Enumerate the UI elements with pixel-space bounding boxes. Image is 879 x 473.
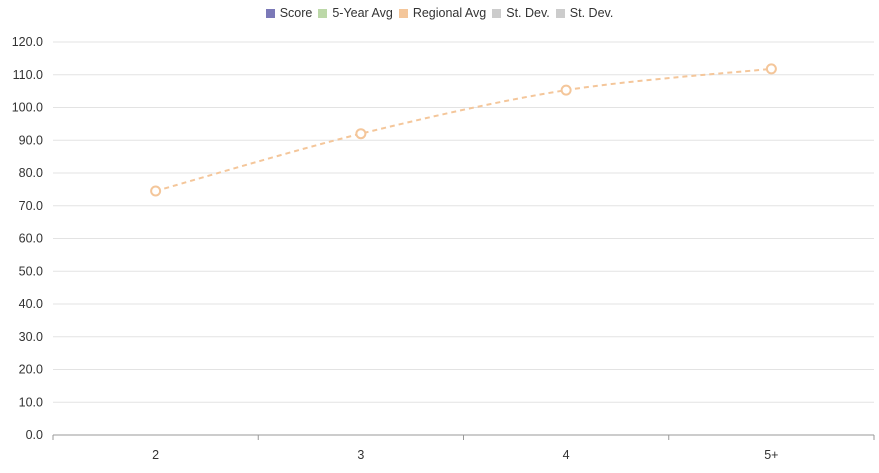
y-tick-label: 120.0: [12, 35, 43, 49]
legend: Score 5-Year Avg Regional Avg St. Dev. St. D…: [0, 6, 879, 20]
y-tick-label: 20.0: [19, 363, 43, 377]
legend-item[interactable]: 5-Year Avg: [318, 6, 393, 20]
legend-label: Regional Avg: [412, 6, 487, 20]
y-tick-label: 60.0: [19, 232, 43, 246]
legend-label: St. Dev.: [569, 6, 614, 20]
legend-swatch: [265, 8, 275, 18]
x-tick-label: 4: [563, 448, 570, 462]
y-tick-label: 80.0: [19, 166, 43, 180]
y-tick-label: 110.0: [13, 68, 43, 82]
data-point: [560, 84, 572, 96]
legend-swatch: [492, 8, 502, 18]
series-line: [155, 67, 772, 192]
x-tick-label: 2: [152, 448, 159, 462]
legend-item[interactable]: St. Dev.: [555, 6, 614, 20]
y-tick-label: 100.0: [12, 101, 43, 115]
data-point: [765, 63, 777, 75]
legend-item[interactable]: Score: [265, 6, 313, 20]
x-tick-label: 5+: [764, 448, 778, 462]
legend-swatch: [318, 8, 328, 18]
y-tick-label: 0.0: [26, 428, 43, 442]
y-tick-label: 90.0: [19, 133, 43, 147]
legend-item[interactable]: St. Dev.: [492, 6, 550, 20]
y-tick-label: 40.0: [19, 297, 43, 311]
y-tick-label: 10.0: [19, 395, 43, 409]
legend-label: 5-Year Avg: [332, 6, 393, 20]
y-tick-label: 30.0: [19, 330, 43, 344]
data-point: [150, 185, 162, 197]
y-tick-label: 70.0: [19, 199, 43, 213]
legend-swatch: [398, 8, 408, 18]
x-tick-label: 3: [357, 448, 364, 462]
legend-label: Score: [279, 6, 313, 20]
legend-swatch: [555, 8, 565, 18]
legend-label: St. Dev.: [506, 6, 550, 20]
legend-item[interactable]: Regional Avg: [398, 6, 487, 20]
y-tick-label: 50.0: [19, 264, 43, 278]
data-point: [355, 128, 367, 140]
